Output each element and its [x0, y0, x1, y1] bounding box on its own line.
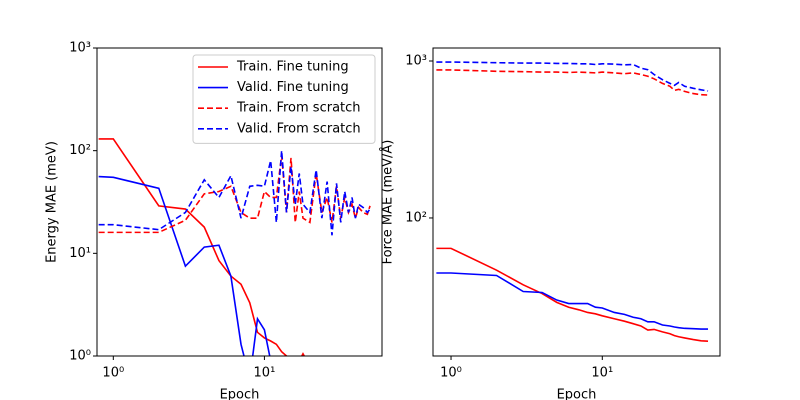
- legend-label: Train. Fine tuning: [236, 60, 349, 75]
- series-line: [98, 155, 371, 234]
- y-tick-label: 10²: [69, 143, 91, 158]
- y-tick-label: 10²: [405, 210, 427, 225]
- x-tick-label: 10¹: [254, 366, 276, 381]
- x-tick-label: 10¹: [591, 366, 613, 381]
- x-tick-label: 10⁰: [102, 366, 124, 381]
- series-line: [98, 138, 306, 356]
- y-tick-label: 10¹: [69, 246, 91, 261]
- series-line: [436, 61, 709, 92]
- axes-frame: [96, 47, 383, 357]
- plot-area: [436, 61, 709, 342]
- series-line: [436, 247, 709, 342]
- series-line: [436, 272, 709, 330]
- y-tick-label: 10³: [405, 53, 427, 68]
- series-line: [436, 69, 709, 96]
- y-tick-label: 10⁰: [69, 349, 91, 364]
- x-axis-label: Epoch: [557, 388, 597, 400]
- legend-box: [192, 54, 376, 144]
- axes-frame: [432, 47, 721, 357]
- plot-area: [98, 138, 371, 356]
- legend-label: Valid. From scratch: [237, 121, 361, 136]
- legend-label: Valid. Fine tuning: [237, 80, 349, 95]
- x-axis-label: Epoch: [220, 388, 260, 400]
- y-axis-label: Energy MAE (meV): [45, 141, 60, 263]
- series-line: [98, 175, 271, 356]
- y-axis-label: Force MAE (meV/Å): [380, 140, 396, 265]
- legend-label: Train. From scratch: [236, 101, 361, 116]
- x-tick-label: 10⁰: [440, 366, 462, 381]
- series-line: [98, 150, 371, 236]
- y-tick-label: 10³: [69, 41, 91, 56]
